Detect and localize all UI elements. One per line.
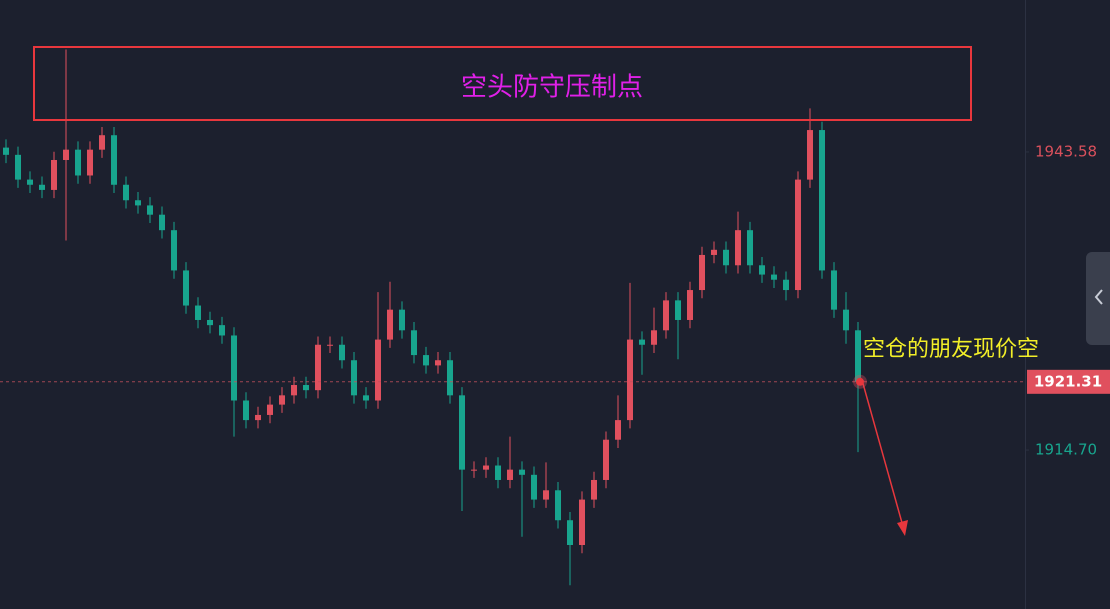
candle-body — [267, 404, 273, 415]
candle-body — [339, 344, 345, 361]
candle-body — [711, 249, 717, 255]
y-tick-label: 1914.70 — [1035, 441, 1097, 459]
y-tick-label: 1943.58 — [1035, 142, 1097, 160]
candle-body — [735, 230, 741, 266]
candle-body — [543, 490, 549, 500]
candle-body — [831, 270, 837, 310]
candle-body — [3, 147, 9, 155]
candle-body — [471, 469, 477, 471]
candle-body — [663, 300, 669, 331]
candle-body — [627, 339, 633, 421]
candles — [3, 49, 861, 586]
candle-body — [567, 520, 573, 546]
candle-body — [495, 465, 501, 480]
candle-body — [291, 385, 297, 396]
candle-body — [591, 479, 597, 500]
candle-body — [303, 385, 309, 391]
candle-body — [87, 149, 93, 176]
resistance-box — [33, 46, 972, 121]
candle-body — [99, 135, 105, 150]
candle-body — [675, 300, 681, 320]
candle-body — [771, 274, 777, 280]
candle-body — [723, 249, 729, 266]
candle-body — [411, 330, 417, 356]
candle-body — [483, 465, 489, 470]
candle-body — [159, 214, 165, 231]
candle-body — [399, 309, 405, 331]
candle-body — [75, 149, 81, 176]
candle-body — [639, 339, 645, 345]
candle-body — [27, 179, 33, 185]
arrow-shaft — [861, 379, 905, 531]
candle-body — [615, 420, 621, 440]
candle-body — [63, 149, 69, 160]
candle-body — [519, 469, 525, 475]
current-price-dot — [856, 377, 864, 386]
candle-body — [39, 184, 45, 190]
candle-body — [531, 474, 537, 500]
candle-body — [111, 135, 117, 185]
candle-body — [747, 230, 753, 266]
candle-body — [327, 344, 333, 346]
candle-body — [363, 395, 369, 401]
candle-body — [459, 395, 465, 470]
candle-body — [699, 254, 705, 291]
collapse-chevron — [1094, 289, 1103, 305]
candle-body — [795, 179, 801, 291]
candle-body — [351, 360, 357, 396]
current-price-tag — [1027, 369, 1110, 394]
candle-body — [255, 414, 261, 421]
candle-body — [195, 305, 201, 320]
candle-body — [231, 335, 237, 401]
candle-body — [51, 159, 57, 190]
candle-body — [171, 230, 177, 271]
candle-body — [783, 279, 789, 291]
candle-body — [315, 344, 321, 391]
candle-body — [603, 439, 609, 480]
candle-body — [387, 309, 393, 340]
candle-body — [279, 395, 285, 405]
candle-body — [819, 130, 825, 271]
candle-body — [15, 154, 21, 180]
candle-body — [507, 469, 513, 480]
candle-body — [207, 319, 213, 326]
candle-body — [147, 205, 153, 215]
candle-body — [651, 330, 657, 345]
candle-body — [555, 490, 561, 521]
candle-body — [375, 339, 381, 401]
candle-body — [807, 130, 813, 180]
candle-body — [579, 499, 585, 546]
candle-body — [135, 200, 141, 206]
candle-body — [183, 270, 189, 306]
current-price-label: 1921.31 — [1034, 372, 1102, 390]
candle-body — [243, 400, 249, 421]
short-label: 空仓的朋友现价空 — [863, 337, 1039, 362]
candle-body — [759, 265, 765, 275]
candle-body — [687, 290, 693, 320]
candle-body — [123, 184, 129, 201]
candle-body — [219, 325, 225, 336]
candle-body — [447, 360, 453, 396]
candle-body — [435, 360, 441, 366]
candle-body — [855, 330, 861, 382]
resistance-label: 空头防守压制点 — [461, 73, 643, 103]
arrow-head — [897, 520, 908, 536]
candle-body — [843, 309, 849, 331]
candle-body — [423, 355, 429, 366]
